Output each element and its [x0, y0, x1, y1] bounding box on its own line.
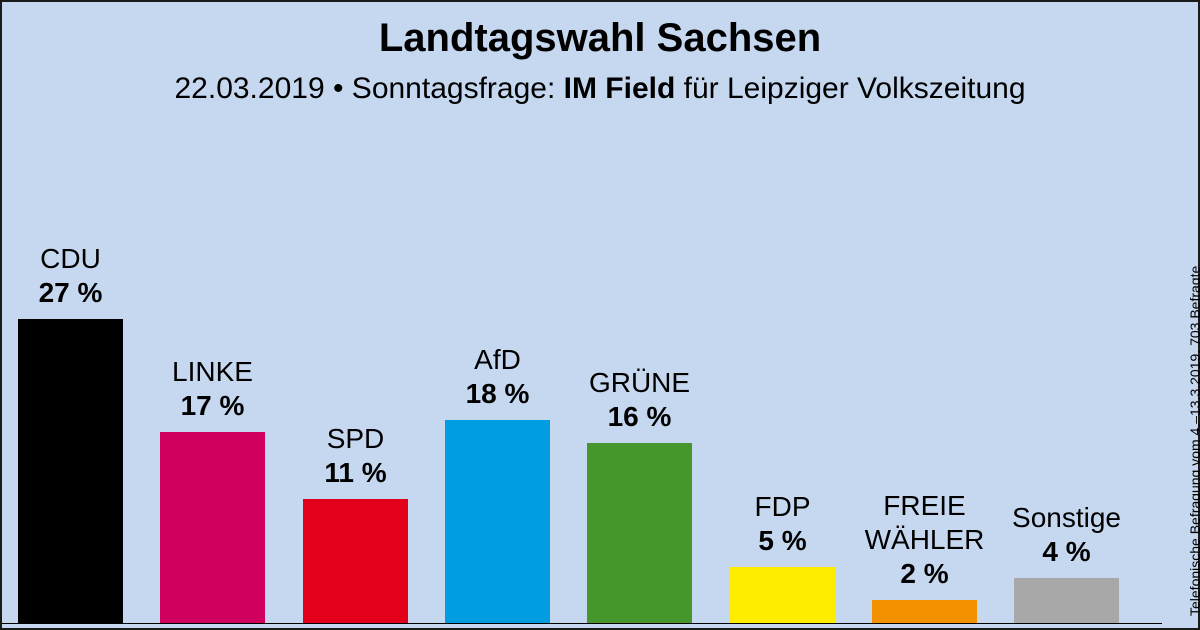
value-label: 11 %: [324, 457, 387, 488]
category-label: CDU: [40, 243, 101, 274]
category-label: FDP: [754, 491, 811, 522]
bar-fdp: [730, 567, 835, 623]
category-label: LINKE: [172, 356, 253, 387]
category-label: WÄHLER: [864, 524, 985, 555]
bar-linke: [160, 432, 265, 623]
bar-afd: [445, 420, 550, 623]
value-label: 5 %: [758, 525, 807, 556]
category-label: SPD: [326, 423, 385, 454]
bar-freie-w-hler: [872, 600, 977, 623]
category-label: Sonstige: [1012, 502, 1121, 533]
bar-spd: [303, 499, 408, 623]
subtitle-date-question: 22.03.2019 • Sonntagsfrage:: [174, 72, 564, 105]
value-label: 27 %: [38, 277, 103, 308]
chart-subtitle: 22.03.2019 • Sonntagsfrage: IM Field für…: [2, 72, 1198, 106]
value-label: 4 %: [1042, 536, 1091, 567]
value-label: 2 %: [900, 558, 949, 589]
bar-sonstige: [1014, 578, 1119, 623]
category-label: GRÜNE: [588, 367, 691, 398]
source-note: Telefonische Befragung vom 4.–13.3.2019,…: [1187, 265, 1200, 616]
value-label: 18 %: [465, 378, 530, 409]
subtitle-client: für Leipziger Volkszeitung: [675, 72, 1026, 105]
category-label: AfD: [474, 344, 521, 375]
value-label: 16 %: [607, 401, 672, 432]
bar-gr-ne: [587, 443, 692, 623]
category-label: FREIE: [883, 490, 966, 521]
bar-cdu: [18, 319, 123, 623]
x-axis-baseline: [2, 623, 1162, 624]
value-label: 17 %: [180, 390, 245, 421]
subtitle-institute: IM Field: [563, 72, 676, 105]
chart-title: Landtagswahl Sachsen: [378, 16, 822, 60]
